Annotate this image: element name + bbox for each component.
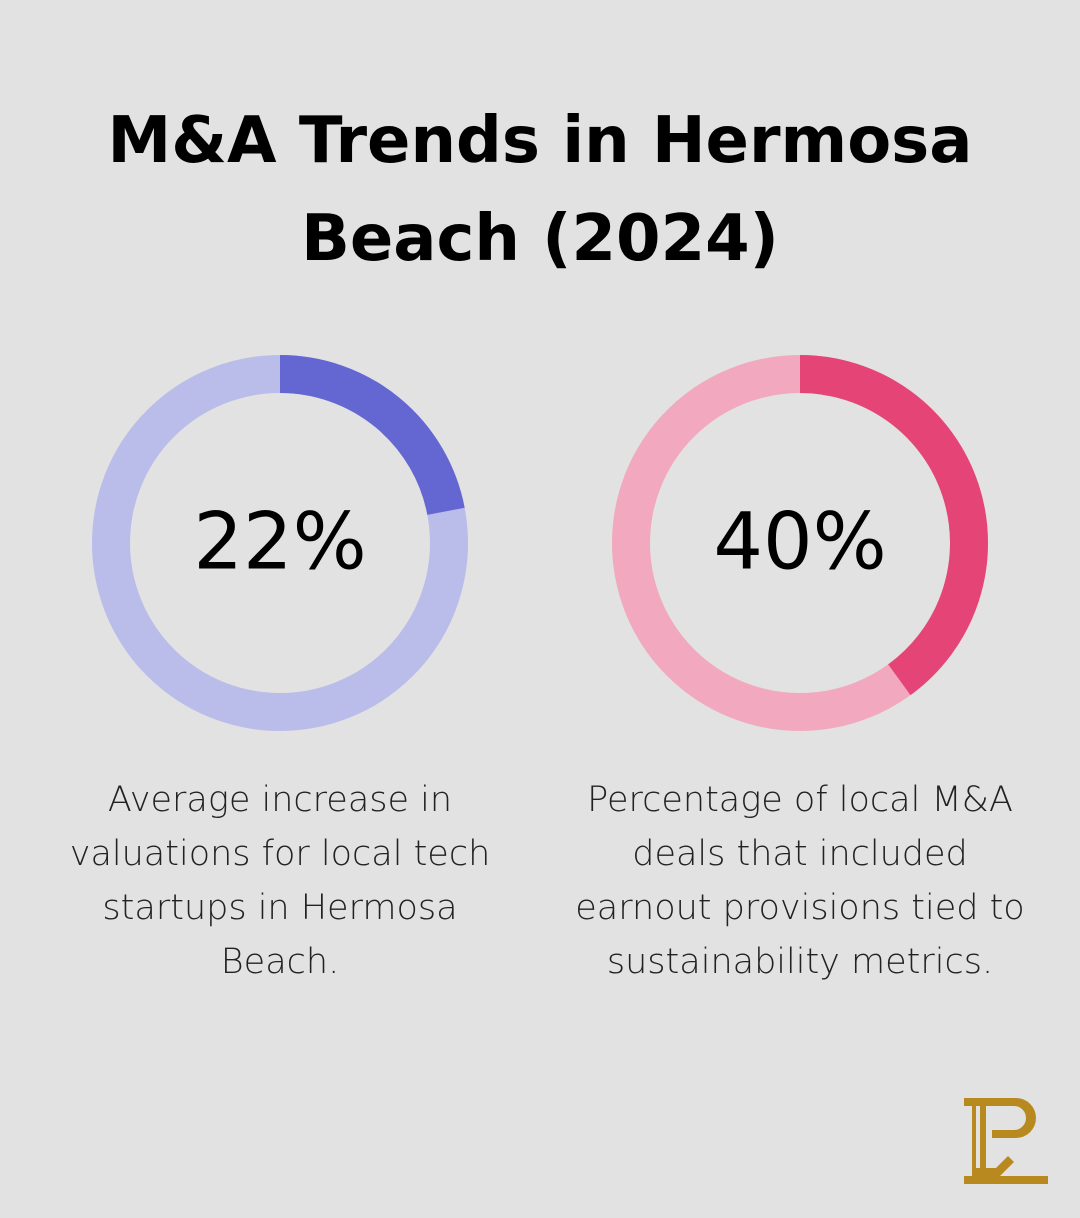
center-value: 40% bbox=[713, 497, 886, 587]
description-line: deals that included bbox=[632, 834, 968, 874]
center-value: 22% bbox=[193, 497, 366, 587]
description-line: Average increase in bbox=[108, 780, 452, 820]
description-line: Beach. bbox=[221, 942, 339, 982]
description-line: sustainability metrics. bbox=[607, 942, 993, 982]
logo bbox=[964, 1098, 1048, 1184]
title-line: M&A Trends in Hermosa bbox=[108, 104, 973, 178]
title-line: Beach (2024) bbox=[301, 202, 779, 276]
description-line: Percentage of local M&A bbox=[587, 780, 1013, 820]
description-line: startups in Hermosa bbox=[102, 888, 457, 928]
description-line: earnout provisions tied to bbox=[575, 888, 1024, 928]
donut-arc bbox=[799, 355, 988, 696]
donut-arc bbox=[279, 355, 465, 516]
description-line: valuations for local tech bbox=[70, 834, 491, 874]
